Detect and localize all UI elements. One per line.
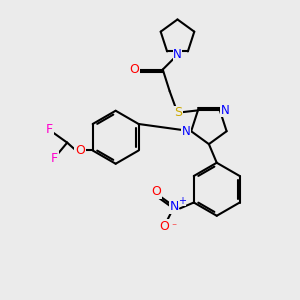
Text: N: N xyxy=(182,125,190,138)
Text: F: F xyxy=(51,152,58,165)
Text: ⁻: ⁻ xyxy=(172,222,177,232)
Text: O: O xyxy=(129,63,139,76)
Text: O: O xyxy=(75,144,85,157)
Text: N: N xyxy=(220,104,229,117)
Text: O: O xyxy=(159,220,169,232)
Text: F: F xyxy=(46,123,53,136)
Text: +: + xyxy=(178,196,186,206)
Text: S: S xyxy=(175,106,182,119)
Text: N: N xyxy=(169,200,179,213)
Text: N: N xyxy=(173,48,182,61)
Text: O: O xyxy=(152,185,161,198)
